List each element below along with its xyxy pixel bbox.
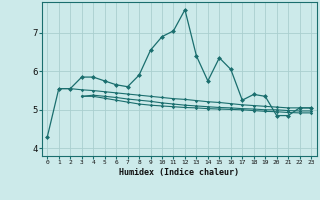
X-axis label: Humidex (Indice chaleur): Humidex (Indice chaleur) [119,168,239,177]
